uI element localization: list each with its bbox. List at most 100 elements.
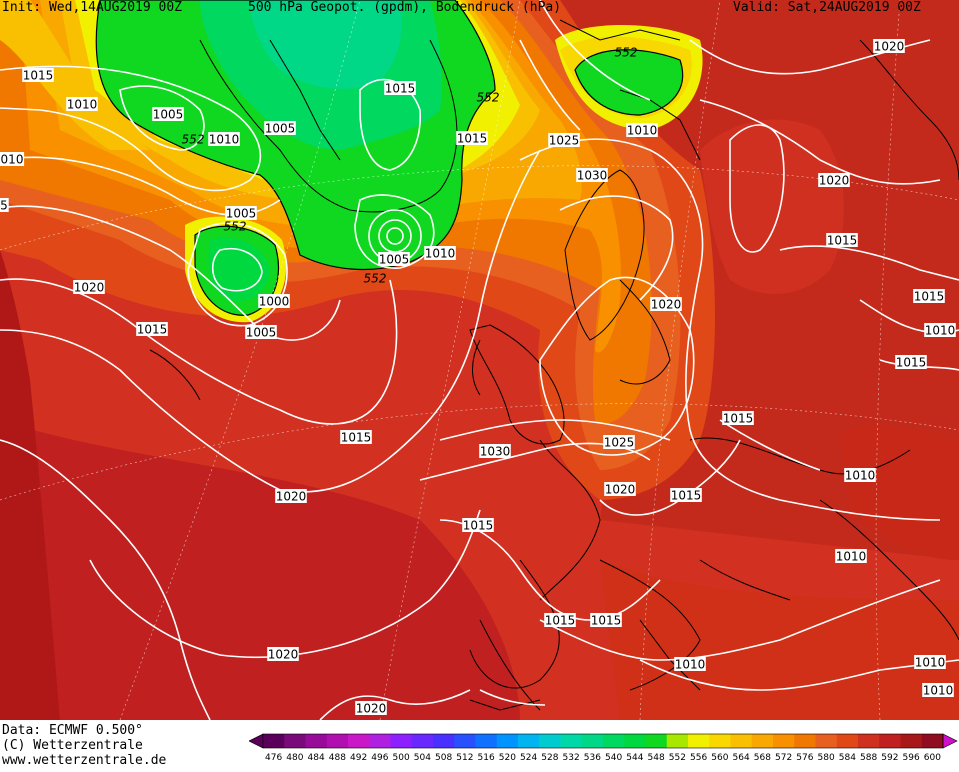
isobar-label: 1015 bbox=[722, 411, 754, 426]
isobar-label: 1020 bbox=[650, 297, 682, 312]
colorbar-tick-label: 480 bbox=[286, 753, 303, 763]
isobar-label: 1005 bbox=[264, 121, 296, 136]
colorbar-swatch bbox=[730, 734, 753, 748]
svg-text:552: 552 bbox=[615, 46, 638, 60]
copyright: (C) Wetterzentrale bbox=[2, 738, 143, 753]
isobar-label: 552 bbox=[364, 272, 387, 286]
svg-text:1020: 1020 bbox=[651, 298, 682, 312]
isobar-label: 1020 bbox=[355, 701, 387, 716]
colorbar-tick-label: 484 bbox=[308, 753, 325, 763]
isobar-label: 1000 bbox=[258, 294, 290, 309]
isobar-label: 1015 bbox=[895, 355, 927, 370]
colorbar-tick-label: 592 bbox=[881, 753, 898, 763]
isobar-label: 1030 bbox=[479, 444, 511, 459]
isobar-label: 1015 bbox=[590, 613, 622, 628]
isobar-label: 1005 bbox=[225, 206, 257, 221]
isobar-label: 1005 bbox=[152, 107, 184, 122]
colorbar-tick-label: 600 bbox=[924, 753, 941, 763]
colorbar-tick-label: 536 bbox=[584, 753, 601, 763]
isobar-label: 1020 bbox=[818, 173, 850, 188]
isobar-label: 1030 bbox=[576, 168, 608, 183]
isobar-label: 1020 bbox=[873, 39, 905, 54]
colorbar-swatch bbox=[390, 734, 413, 748]
isobar-label: 1015 bbox=[913, 289, 945, 304]
svg-text:1015: 1015 bbox=[591, 614, 622, 628]
colorbar-tick-label: 532 bbox=[563, 753, 580, 763]
svg-text:1010: 1010 bbox=[209, 133, 240, 147]
colorbar-swatch bbox=[560, 734, 583, 748]
isobar-label: 1015 bbox=[670, 488, 702, 503]
colorbar-tick-label: 504 bbox=[414, 753, 431, 763]
svg-text:1015: 1015 bbox=[457, 132, 488, 146]
colorbar-tick-label: 556 bbox=[690, 753, 707, 763]
svg-text:1030: 1030 bbox=[577, 169, 608, 183]
svg-text:552: 552 bbox=[477, 91, 500, 105]
svg-text:1010: 1010 bbox=[925, 324, 956, 338]
coastlines bbox=[149, 19, 959, 711]
svg-text:1010: 1010 bbox=[915, 656, 946, 670]
colorbar-tick-label: 476 bbox=[265, 753, 282, 763]
colorbar-swatch bbox=[581, 734, 604, 748]
isobar-label: 1015 bbox=[544, 613, 576, 628]
colorbar-tick-label: 576 bbox=[796, 753, 813, 763]
isobar-label: 1010 bbox=[924, 323, 956, 338]
colorbar-swatch bbox=[858, 734, 880, 748]
isobar-label: 1020 bbox=[604, 482, 636, 497]
svg-text:1015: 1015 bbox=[137, 323, 168, 337]
isobar-label: 1005 bbox=[378, 252, 410, 267]
isobar-label: 552 bbox=[477, 91, 500, 105]
svg-text:1015: 1015 bbox=[827, 234, 858, 248]
svg-text:1020: 1020 bbox=[605, 483, 636, 497]
svg-text:1015: 1015 bbox=[914, 290, 945, 304]
isobar-label: 1015 bbox=[826, 233, 858, 248]
isobar-label: 1015 bbox=[462, 518, 494, 533]
colorbar-swatch bbox=[709, 734, 731, 748]
isobar-label: 1025 bbox=[548, 133, 580, 148]
svg-text:1020: 1020 bbox=[356, 702, 387, 716]
svg-text:1005: 1005 bbox=[246, 326, 277, 340]
svg-text:552: 552 bbox=[182, 133, 205, 147]
svg-text:1015: 1015 bbox=[385, 82, 416, 96]
svg-text:1015: 1015 bbox=[463, 519, 494, 533]
colorbar-tick-label: 560 bbox=[711, 753, 728, 763]
colorbar-tick-label: 548 bbox=[648, 753, 665, 763]
colorbar-tick-label: 488 bbox=[329, 753, 346, 763]
colorbar-swatch bbox=[879, 734, 901, 748]
isobar-label: 1010 bbox=[914, 655, 946, 670]
isobar-label: 1020 bbox=[275, 489, 307, 504]
contour-552 bbox=[95, 0, 684, 316]
isobar-label: 1010 bbox=[835, 549, 867, 564]
colorbar-swatch bbox=[539, 734, 561, 748]
svg-text:1015: 1015 bbox=[341, 431, 372, 445]
colorbar-tick-label: 580 bbox=[818, 753, 835, 763]
footer: Data: ECMWF 0.500° (C) Wetterzentrale ww… bbox=[0, 720, 959, 770]
isobar-label: 010 bbox=[0, 152, 25, 167]
colorbar-swatch bbox=[518, 734, 540, 748]
isobar-label: 1005 bbox=[245, 325, 277, 340]
graticule bbox=[0, 0, 959, 720]
isobar-label: 1010 bbox=[844, 468, 876, 483]
isobar-label: 1015 bbox=[340, 430, 372, 445]
svg-text:1010: 1010 bbox=[627, 124, 658, 138]
isobar-label: 1010 bbox=[424, 246, 456, 261]
svg-text:552: 552 bbox=[224, 220, 247, 234]
svg-text:1020: 1020 bbox=[74, 281, 105, 295]
svg-text:1005: 1005 bbox=[153, 108, 184, 122]
colorbar-tick-label: 596 bbox=[903, 753, 920, 763]
website-link[interactable]: www.wetterzentrale.de bbox=[2, 753, 167, 768]
colorbar-swatch bbox=[369, 734, 391, 748]
svg-text:1000: 1000 bbox=[259, 295, 290, 309]
isobar-label: 1010 bbox=[208, 132, 240, 147]
colorbar-tick-label: 496 bbox=[371, 753, 388, 763]
colorbar-swatch bbox=[411, 734, 434, 748]
colorbar-tick-label: 520 bbox=[499, 753, 516, 763]
colorbar-tick-label: 524 bbox=[520, 753, 537, 763]
svg-text:1020: 1020 bbox=[874, 40, 905, 54]
colorbar-swatch bbox=[326, 734, 349, 748]
colorbar-swatch bbox=[836, 734, 859, 748]
svg-text:5: 5 bbox=[0, 199, 8, 213]
svg-text:1010: 1010 bbox=[923, 684, 954, 698]
isobar-label: 1010 bbox=[626, 123, 658, 138]
isobar-label: 552 bbox=[615, 46, 638, 60]
colorbar-high-arrow bbox=[942, 733, 958, 749]
